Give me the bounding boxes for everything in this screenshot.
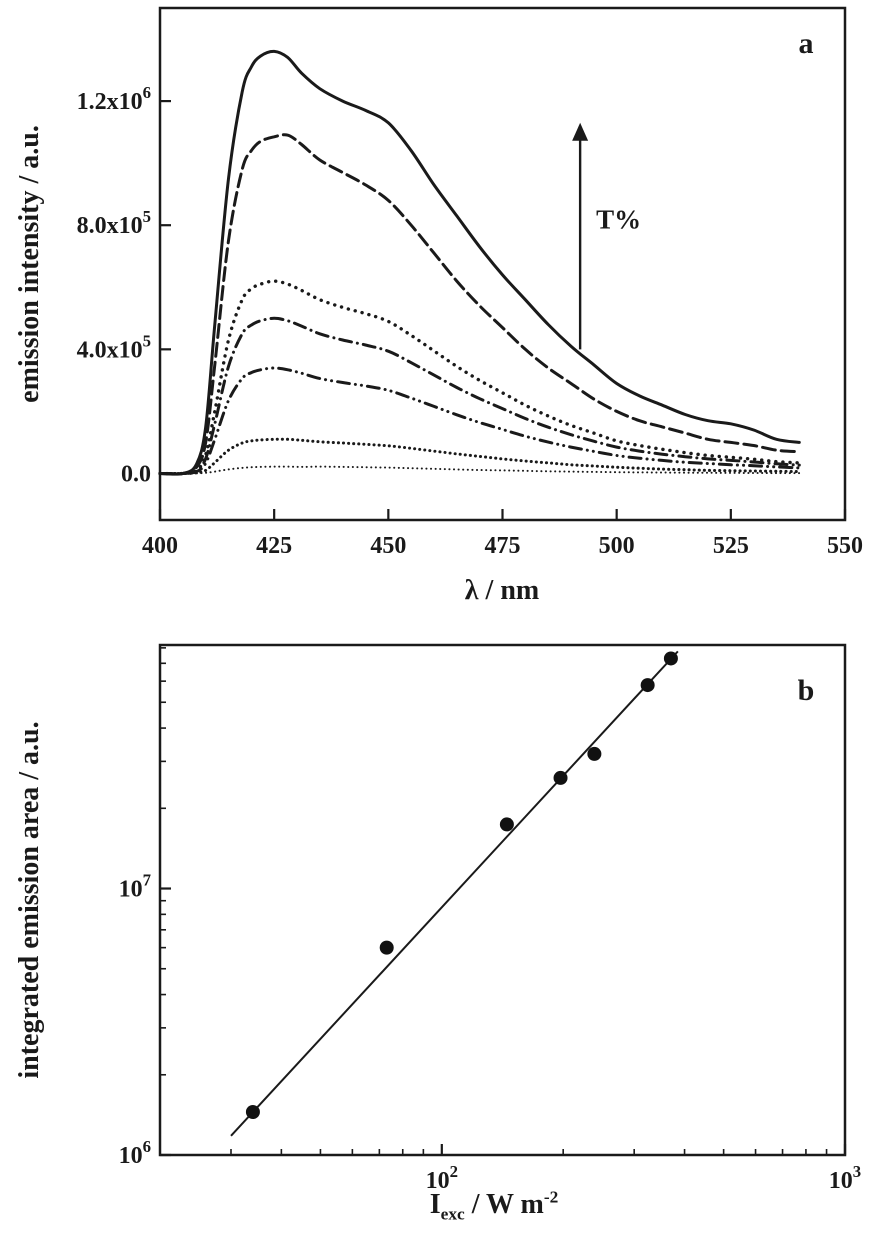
trend-arrow-head [572,122,589,141]
panel-b-y-tick-label: 107 [119,871,151,903]
panel-a-frame [158,6,847,522]
panel-a-ylabel: emission intensity / a.u. [14,125,45,403]
panel-a-xlabel: λ / nm [464,575,540,606]
panel-a-x-tick-label: 550 [827,533,863,559]
series-dotted [158,279,801,476]
series-highest-T%-solid [158,49,801,476]
series-dense-dot [158,437,801,476]
panel-b-xlabel: Iexc / W m-2 [430,1188,559,1225]
fit-line [230,650,679,1137]
panel-a-y-tick-label: 0.0 [121,461,151,487]
panel-a-y-tick-label: 8.0x105 [77,207,151,239]
panel-a-y-tick-label: 1.2x106 [77,83,151,115]
panel-a-letter: a [798,27,814,60]
data-point [379,940,394,955]
data-point [587,746,602,761]
data-point [245,1104,260,1119]
data-point [499,817,514,832]
series-dash-dot-dot [158,366,801,476]
panel-a-x-tick-label: 500 [599,533,635,559]
panel-a-x-tick-label: 400 [142,533,178,559]
panel-b-xlabel-mid: / W m [464,1188,544,1220]
series-dashed [158,133,801,476]
panel-a-x-tick-label: 450 [370,533,406,559]
data-point [640,678,655,693]
panel-b-xlabel-prefix: I [429,1188,441,1220]
panel-b-x-tick-label: 103 [829,1162,861,1194]
panel-b-xlabel-sup: -2 [543,1187,559,1207]
series-dash-dot [158,316,801,476]
panel-a-plot: 400 425 450 475 500 525 550 0.0 4.0x105 8.0x105 1.… [77,6,863,559]
panel-a-y-tick-label: 4.0x105 [77,331,151,363]
data-point [663,651,678,666]
panel-b-y-tick-label: 106 [119,1137,151,1169]
panel-a-x-tick-label: 475 [485,533,521,559]
panel-a-x-tick-label: 425 [256,533,292,559]
data-point [553,770,568,785]
series-lowest-T%-fine-dot [159,465,801,475]
panel-b-xlabel-sub: exc [440,1204,465,1224]
panel-b-frame [158,643,847,1157]
panel-a-x-tick-label: 525 [713,533,749,559]
annotation-label: T% [596,204,641,234]
panel-b-letter: b [797,674,815,707]
panel-b-ylabel: integrated emission area / a.u. [14,721,45,1079]
